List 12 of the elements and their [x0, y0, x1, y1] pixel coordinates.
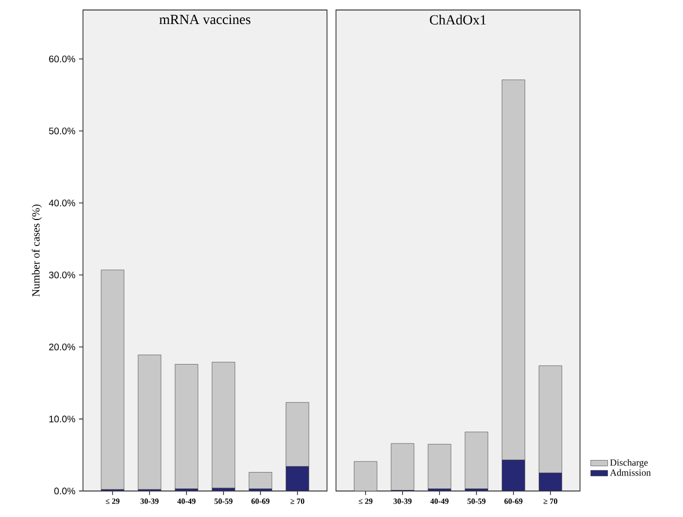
y-tick-label: 60.0% [49, 56, 76, 62]
chart-title: mRNA vaccines [159, 14, 250, 24]
legend-label: Admission [610, 469, 651, 476]
chart-title: ChAdOx1 [430, 14, 486, 25]
legend-label: Discharge [610, 459, 648, 468]
y-tick-label: 10.0% [49, 416, 76, 422]
y-axis-title: Number of cases (%) [32, 204, 42, 297]
y-tick-label: 20.0% [49, 344, 76, 350]
y-tick-label: 30.0% [49, 272, 76, 278]
y-tick-label: 40.0% [48, 200, 76, 206]
y-tick-label: 50.0% [49, 128, 76, 134]
y-tick-label: 0.0% [54, 488, 76, 494]
